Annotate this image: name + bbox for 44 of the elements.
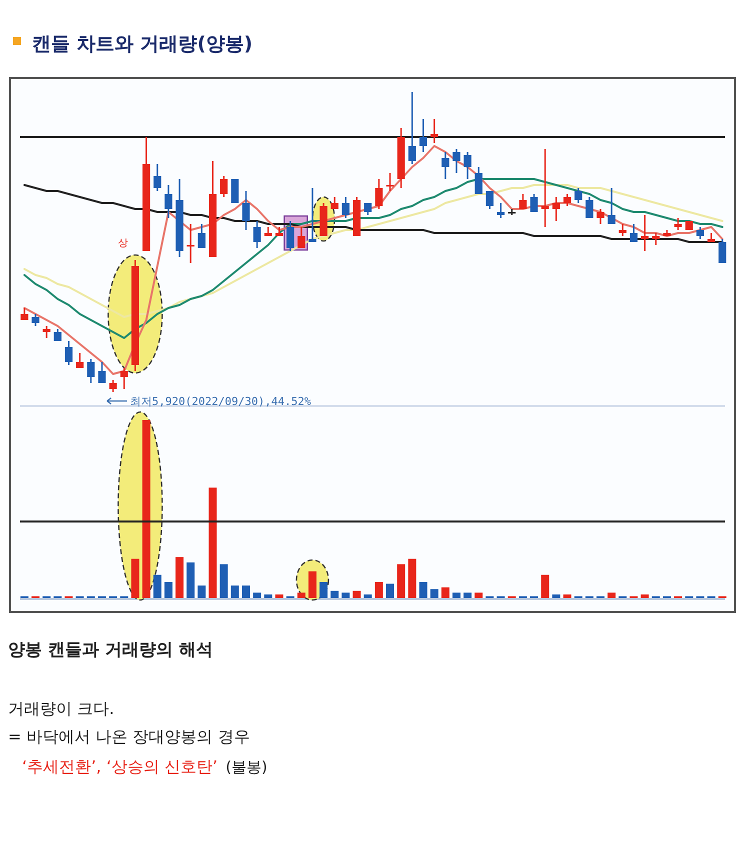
bar <box>220 564 228 598</box>
text: = 바닥에서 나온 장대양봉의 경우 <box>8 727 250 746</box>
bar <box>563 594 572 598</box>
bar <box>430 589 438 598</box>
bar <box>464 592 472 598</box>
bar <box>230 586 239 598</box>
bar <box>253 592 262 598</box>
bar <box>386 584 394 598</box>
bar <box>364 594 372 598</box>
bar <box>608 592 616 598</box>
bar <box>342 592 350 598</box>
bar <box>275 594 284 598</box>
bar <box>441 587 450 598</box>
text: 거래량이 크다. <box>8 699 114 718</box>
bar <box>142 420 150 598</box>
bar <box>297 592 306 598</box>
bar <box>640 594 649 598</box>
text: ‘추세전환’, ‘상승의 신호탄’ <box>22 757 218 776</box>
bar <box>153 574 162 598</box>
bar <box>419 582 428 598</box>
bar <box>374 582 383 598</box>
bar <box>198 586 206 598</box>
text: 최저5,920(2022/09/30),44.52% <box>130 395 312 408</box>
bar <box>242 586 250 598</box>
text: (불봉) <box>226 758 268 776</box>
text: 양봉 캔들과 거래량의 해석 <box>8 640 213 660</box>
bar <box>186 562 195 598</box>
bar <box>164 582 172 598</box>
chart-title: 캔들 차트와 거래량(양봉) <box>32 33 253 55</box>
bar <box>452 592 460 598</box>
bar <box>131 558 140 598</box>
annotation: 상 <box>118 238 128 249</box>
bar <box>330 590 339 598</box>
bar <box>176 557 184 598</box>
bar <box>408 558 416 598</box>
bar <box>541 574 550 598</box>
bar <box>397 564 406 598</box>
bar <box>552 594 560 598</box>
bar <box>320 582 328 598</box>
bar <box>264 594 272 598</box>
bar <box>208 488 217 598</box>
bar <box>474 592 483 598</box>
bar <box>352 590 361 598</box>
bar <box>308 571 316 598</box>
